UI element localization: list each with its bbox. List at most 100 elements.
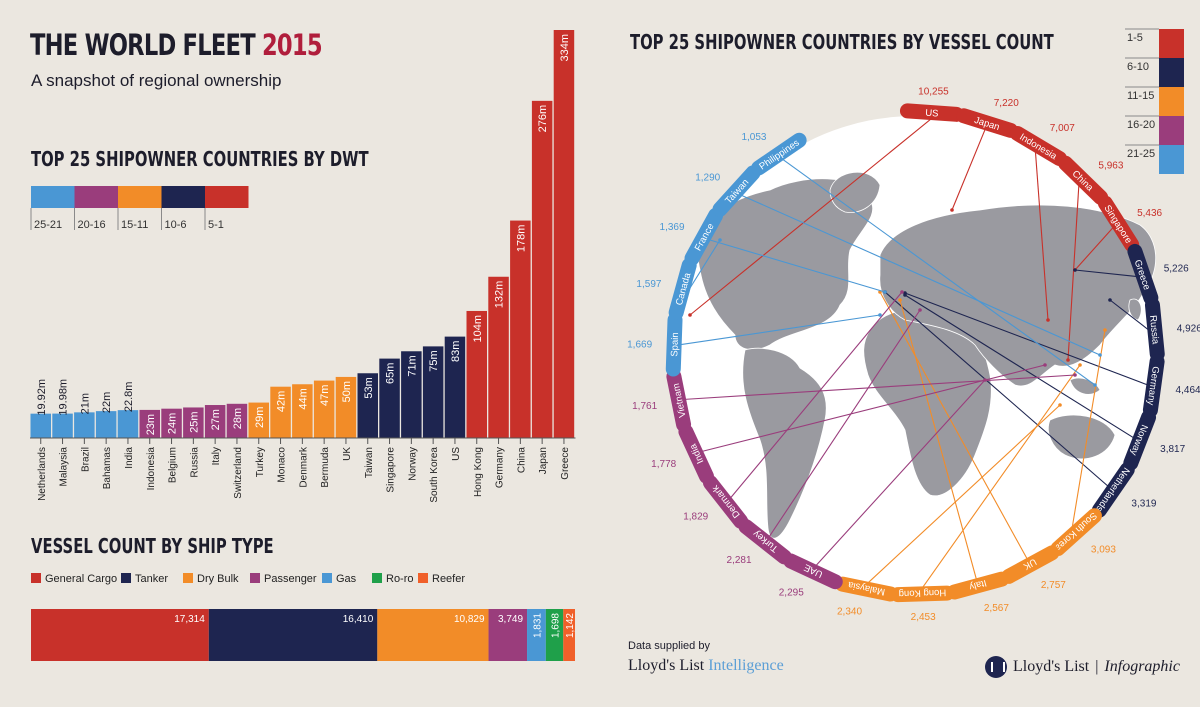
- vessel-count-value: 2,340: [837, 607, 862, 618]
- dwt-bar: [313, 380, 335, 438]
- ship-type-segment: [208, 609, 378, 661]
- vessel-legend-label: 11-15: [1127, 90, 1154, 102]
- dwt-category-label: Italy: [211, 447, 222, 465]
- vessel-ring-segment: UAE: [783, 553, 843, 590]
- dwt-category-label: Greece: [560, 447, 571, 480]
- vessel-connector-dot: [898, 298, 902, 302]
- vessel-ring-pill: [1009, 125, 1068, 167]
- vessel-ring-pill: [946, 571, 1010, 600]
- ship-type-segment: [545, 609, 564, 661]
- vessel-connector-line: [740, 194, 1101, 356]
- map-landmass: [879, 204, 1157, 387]
- vessel-ring-pill: [666, 369, 692, 433]
- vessel-count-value: 2,757: [1041, 580, 1066, 591]
- vessel-connector-line: [701, 364, 1046, 453]
- dwt-bar: [161, 408, 182, 438]
- vessel-ring-segment: Hong Kong: [890, 585, 955, 603]
- ship-type-value: 17,314: [174, 614, 205, 625]
- vessel-ring-pill: [1097, 195, 1140, 253]
- ship-type-value: 10,829: [454, 614, 485, 625]
- dwt-category-label: Norway: [407, 447, 418, 481]
- vessel-count-value: 5,436: [1137, 208, 1162, 219]
- vessel-count-value: 3,817: [1160, 444, 1185, 455]
- ship-type-segment: [31, 609, 209, 661]
- vessel-count-heading: TOP 25 SHIPOWNER COUNTRIES BY VESSEL COU…: [630, 30, 1054, 54]
- dwt-legend-swatch: [161, 186, 205, 208]
- vessel-ring-segment: Russia: [1144, 297, 1165, 362]
- vessel-ring-pill: [890, 585, 955, 603]
- ship-type-value: 3,749: [498, 614, 523, 625]
- vessel-ring-pill: [1091, 462, 1135, 518]
- vessel-connector-line: [708, 239, 886, 293]
- vessel-connector-line: [1067, 184, 1080, 361]
- dwt-bar-value: 53m: [363, 377, 375, 398]
- dwt-bar: [74, 412, 95, 438]
- map-landmass: [1069, 377, 1101, 395]
- vessel-connector-line: [867, 404, 1061, 584]
- ship-type-legend-label: Ro-ro: [386, 573, 414, 585]
- dwt-legend-label: 5-1: [208, 219, 224, 231]
- lloyds-logo-icon: [985, 656, 1007, 678]
- vessel-connector-line: [768, 309, 921, 538]
- ship-type-legend-swatch: [31, 573, 41, 583]
- vessel-connector-dot: [1073, 268, 1077, 272]
- vessel-legend-swatch: [1159, 145, 1184, 174]
- infographic-logo: Lloyd's List | Infographic: [985, 656, 1180, 678]
- vessel-country-label: US: [925, 108, 939, 120]
- dwt-bar-value: 22m: [101, 392, 113, 413]
- vessel-connector-dot: [1098, 353, 1102, 357]
- vessel-ring-pill: [1001, 545, 1060, 584]
- dwt-category-label: Netherlands: [37, 447, 48, 501]
- dwt-bar-value: 24m: [167, 413, 179, 434]
- ship-type-legend-label: Reefer: [432, 573, 465, 585]
- ship-type-segment: [488, 609, 528, 661]
- vessel-connector-line: [1071, 329, 1106, 528]
- dwt-category-label: South Korea: [429, 447, 440, 503]
- vessel-ring-pill: [1058, 155, 1109, 205]
- vessel-count-value: 5,226: [1164, 263, 1189, 274]
- vessel-connector-line: [781, 158, 1096, 386]
- vessel-ring-pill: [738, 519, 792, 565]
- vessel-ring-pill: [702, 475, 749, 529]
- ship-type-legend-label: Gas: [336, 573, 357, 585]
- dwt-category-label: Malaysia: [59, 447, 70, 487]
- dwt-bar: [292, 384, 313, 438]
- dwt-legend-label: 20-16: [78, 219, 106, 231]
- vessel-connector-dot: [883, 290, 887, 294]
- vessel-connector-line: [815, 379, 986, 567]
- map-landmass: [742, 347, 827, 539]
- ship-type-heading: VESSEL COUNT BY SHIP TYPE: [31, 534, 274, 558]
- dwt-legend-swatch: [31, 186, 75, 208]
- dwt-category-label: Indonesia: [146, 447, 157, 491]
- vessel-legend-swatch: [1159, 116, 1184, 145]
- dwt-bar: [52, 413, 73, 438]
- ship-type-legend-swatch: [418, 573, 428, 583]
- vessel-ring-segment: Vietnam: [666, 369, 692, 433]
- ship-type-legend-label: Dry Bulk: [197, 573, 239, 585]
- vessel-ring-segment: US: [899, 103, 964, 122]
- dwt-legend-label: 15-11: [121, 219, 148, 231]
- vessel-ring-pill: [684, 207, 724, 266]
- ship-type-legend-swatch: [250, 573, 260, 583]
- map-landmass: [1048, 414, 1116, 460]
- dwt-bar: [204, 405, 226, 438]
- ship-type-legend-swatch: [372, 573, 382, 583]
- page-title: THE WORLD FLEET 2015: [30, 28, 323, 62]
- dwt-category-label: US: [451, 447, 462, 461]
- vessel-count-value: 2,567: [984, 603, 1009, 614]
- dwt-bar-value: 21m: [79, 393, 91, 414]
- data-credit: Data supplied by: [628, 640, 710, 652]
- vessel-connector-line: [884, 291, 1109, 487]
- dwt-bar-value: 28m: [232, 408, 244, 429]
- vessel-ring-pill: [1050, 508, 1102, 557]
- dwt-category-label: UK: [342, 447, 353, 461]
- dwt-category-label: Bermuda: [320, 447, 331, 488]
- vessel-count-value: 1,829: [683, 512, 708, 523]
- vessel-country-label: Hong Kong: [899, 587, 947, 599]
- dwt-category-label: Singapore: [386, 447, 397, 493]
- dwt-bar: [379, 358, 400, 438]
- ship-type-legend-label: Tanker: [135, 573, 168, 585]
- vessel-connector-dot: [1046, 318, 1050, 322]
- dwt-legend-swatch: [118, 186, 162, 208]
- vessel-count-value: 4,464: [1176, 385, 1200, 396]
